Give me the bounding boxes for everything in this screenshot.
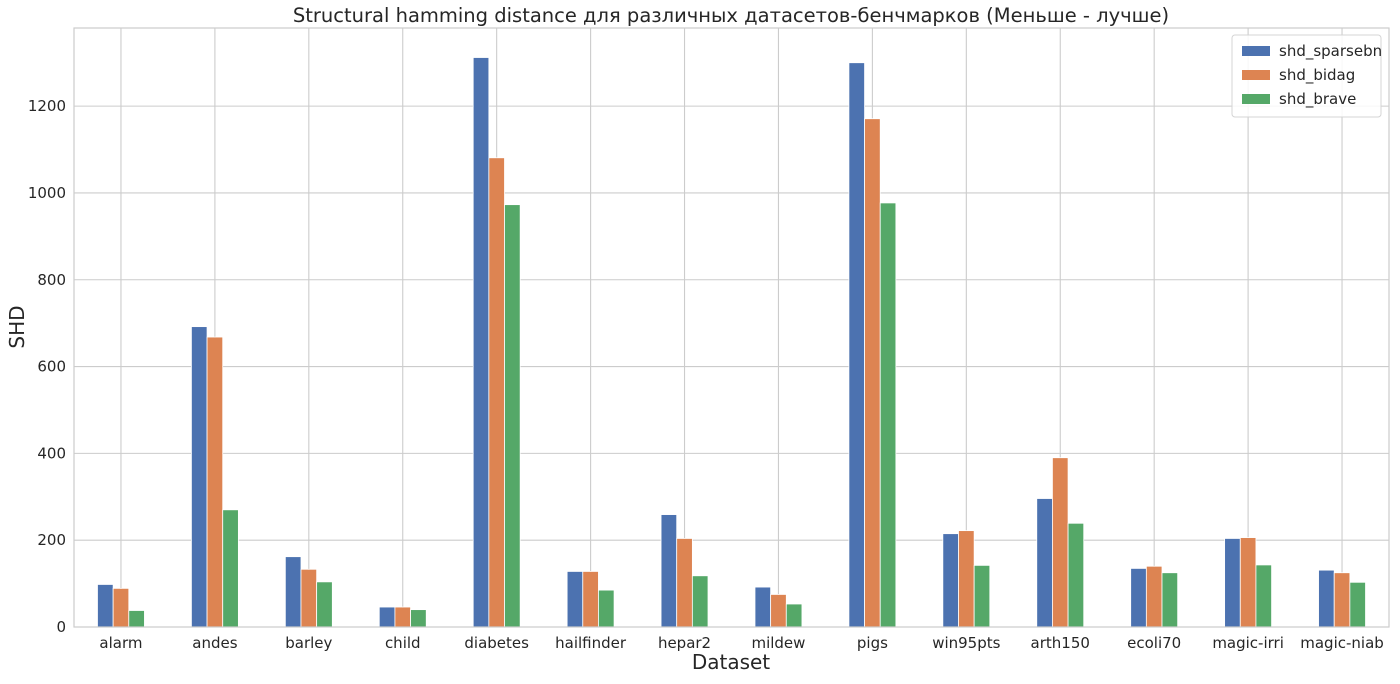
x-tick-label: arth150	[1031, 634, 1090, 652]
plot-frame	[73, 27, 1390, 628]
bar-shd_sparsebn	[97, 584, 114, 628]
y-tick-label: 0	[56, 618, 66, 636]
x-tick-label: mildew	[751, 634, 805, 652]
x-tick-label: hepar2	[658, 634, 711, 652]
y-tick-label: 1200	[28, 97, 66, 115]
bar-shd_bidag	[958, 530, 975, 628]
legend-swatch-shd_bidag	[1242, 70, 1270, 80]
legend: shd_sparsebn shd_bidag shd_brave	[1231, 34, 1382, 118]
bar-shd_brave	[316, 581, 333, 628]
bar-shd_sparsebn	[848, 62, 865, 628]
x-tick-label: barley	[285, 634, 332, 652]
y-tick-label: 1000	[28, 184, 66, 202]
x-tick-label: pigs	[857, 634, 888, 652]
bar-shd_bidag	[488, 157, 505, 628]
bar-shd_brave	[222, 509, 239, 628]
bar-shd_bidag	[770, 594, 787, 628]
bar-shd_brave	[1255, 564, 1272, 628]
bar-shd_brave	[785, 603, 803, 628]
bar-shd_brave	[128, 610, 145, 628]
y-tick-labels: 0 200 400 600 800 1000 1200	[28, 97, 66, 636]
bar-shd_brave	[410, 609, 427, 628]
bar-shd_bidag	[1239, 537, 1257, 628]
bar-shd_bidag	[676, 538, 693, 628]
bar-shd_bidag	[1145, 565, 1163, 628]
legend-swatch-shd_brave	[1242, 94, 1270, 104]
grid-lines	[74, 28, 1389, 628]
bar-shd_sparsebn	[378, 606, 396, 628]
x-tick-label: alarm	[99, 634, 142, 652]
bar-shd_brave	[598, 589, 615, 628]
y-axis-label: SHD	[5, 305, 29, 348]
bar-shd_bidag	[394, 606, 411, 628]
plot-background	[74, 28, 1389, 627]
x-tick-labels: alarm andes barley child diabetes hailfinder h…	[99, 634, 1383, 652]
chart-title: Structural hamming distance для различны…	[293, 4, 1169, 27]
legend-label-shd_brave: shd_brave	[1279, 90, 1356, 109]
legend-label-shd_bidag: shd_bidag	[1279, 66, 1355, 85]
bar-shd_brave	[504, 204, 521, 628]
bar-shd_bidag	[582, 571, 599, 628]
bar-shd_sparsebn	[284, 556, 302, 628]
y-tick-label: 200	[37, 531, 66, 549]
bar-shd_sparsebn	[191, 326, 208, 628]
x-tick-label: ecoli70	[1127, 634, 1181, 652]
bar-shd_bidag	[864, 118, 881, 628]
bar-shd_bidag	[1333, 572, 1351, 628]
x-tick-label: child	[385, 634, 421, 652]
bar-shd_bidag	[112, 587, 130, 628]
bar-shd_sparsebn	[1224, 538, 1241, 628]
bar-shd_brave	[973, 564, 991, 628]
bar-shd_sparsebn	[942, 533, 959, 628]
x-tick-label: magic-niab	[1300, 634, 1384, 652]
bar-shd_brave	[1161, 572, 1179, 628]
x-axis-label: Dataset	[692, 650, 770, 674]
bar-shd_sparsebn	[472, 57, 490, 628]
bar-shd_brave	[1349, 581, 1366, 628]
bar-shd_sparsebn	[1318, 569, 1335, 628]
legend-swatch-shd_sparsebn	[1242, 46, 1270, 56]
legend-label-shd_sparsebn: shd_sparsebn	[1279, 42, 1382, 61]
y-tick-label: 800	[37, 271, 66, 289]
bar-shd_brave	[879, 202, 897, 628]
x-tick-label: win95pts	[932, 634, 1000, 652]
x-tick-label: magic-irri	[1212, 634, 1284, 652]
y-tick-label: 400	[37, 444, 66, 462]
bar-shd_bidag	[1052, 457, 1069, 628]
y-tick-label: 600	[37, 358, 66, 376]
bar-shd_brave	[691, 575, 709, 628]
bar-shd_bidag	[206, 336, 224, 628]
x-tick-label: hailfinder	[555, 634, 627, 652]
x-tick-label: andes	[192, 634, 237, 652]
bar-shd_sparsebn	[566, 571, 584, 628]
x-tick-label: diabetes	[464, 634, 529, 652]
bar-shd_bidag	[300, 568, 318, 628]
bar-shd_sparsebn	[1036, 498, 1053, 628]
bar-shd_brave	[1067, 522, 1085, 628]
bar-shd_sparsebn	[1130, 568, 1147, 628]
bar-shd_sparsebn	[754, 586, 772, 628]
bar-shd_sparsebn	[660, 514, 678, 628]
